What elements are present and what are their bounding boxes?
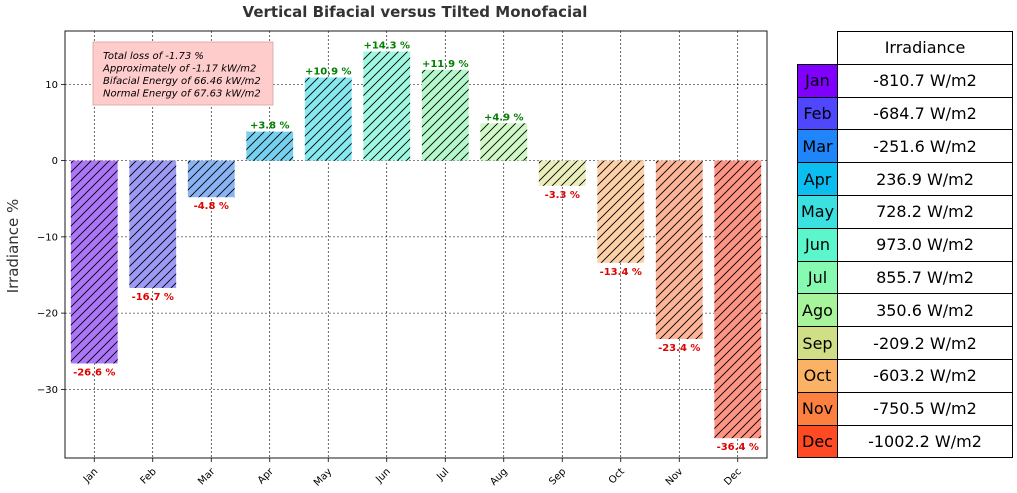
table-row: May 728.2 W/m2 (797, 194, 1013, 229)
bar-hatch-jan (70, 160, 118, 364)
info-box-background (92, 41, 274, 106)
info-box-line: Normal Energy of 67.63 kW/m2 (103, 89, 261, 100)
table-row: Feb -684.7 W/m2 (797, 96, 1013, 131)
x-tick-label: Aug (488, 466, 510, 488)
x-tick-label: Jun (373, 466, 393, 486)
table-row: Nov -750.5 W/m2 (797, 391, 1013, 426)
table-value-cell: 728.2 W/m2 (837, 194, 1013, 229)
table-month-cell: Nov (797, 391, 838, 426)
x-tick-label: Jan (81, 466, 100, 485)
info-box-line: Total loss of -1.73 % (103, 51, 204, 62)
table-month-cell: Oct (797, 358, 838, 393)
y-tick-label: −10 (37, 232, 58, 243)
plot-frame (64, 30, 768, 459)
bar-value-label: +4.9 % (484, 112, 524, 123)
bar-value-label: -16.7 % (132, 292, 174, 303)
bar-value-label: -26.6 % (73, 367, 115, 378)
table-month-cell: Sep (797, 326, 838, 360)
table-month-cell: Ago (797, 293, 838, 328)
table-value-cell: 855.7 W/m2 (837, 260, 1013, 295)
bar-chart: Vertical Bifacial versus Tilted Monofaci… (4, 3, 768, 489)
y-tick-label: 10 (45, 80, 58, 91)
x-tick-label: Jul (434, 466, 451, 483)
table-value-cell: 973.0 W/m2 (837, 227, 1013, 262)
bar-value-label: -23.4 % (658, 343, 700, 354)
info-box-line: Approximately of -1.17 kW/m2 (102, 64, 256, 75)
table-value-cell: -684.7 W/m2 (837, 96, 1013, 131)
table-row: Apr 236.9 W/m2 (797, 162, 1013, 196)
bar-value-label: -4.8 % (194, 201, 229, 212)
table-month-cell: Mar (797, 129, 838, 164)
bar-hatch-mar (187, 160, 235, 198)
x-tick-label: Feb (139, 466, 159, 486)
bar-hatch-aug (480, 123, 528, 161)
table-month-cell: Dec (797, 424, 838, 459)
table-row: Mar -251.6 W/m2 (797, 129, 1013, 164)
y-tick-label: −30 (37, 385, 58, 396)
bars (70, 51, 762, 439)
bar-hatch-sep (538, 160, 586, 186)
table-value-cell: -603.2 W/m2 (837, 358, 1013, 393)
table-row: Jun 973.0 W/m2 (797, 227, 1013, 262)
info-box: Total loss of -1.73 % Approximately of -1… (92, 41, 274, 106)
table-value-cell: -750.5 W/m2 (837, 391, 1013, 426)
bar-hatch-feb (129, 160, 177, 288)
bar-value-label: +14.3 % (363, 41, 410, 52)
table-row: Oct -603.2 W/m2 (797, 358, 1013, 393)
bar-value-label: -3.3 % (545, 190, 580, 201)
table-month-cell: Feb (797, 96, 838, 131)
bar-value-label: -13.4 % (600, 267, 642, 278)
chart-title: Vertical Bifacial versus Tilted Monofaci… (243, 3, 588, 21)
bar-hatch-jun (363, 51, 411, 161)
table-row: Jul 855.7 W/m2 (797, 260, 1013, 295)
table-month-cell: Jan (797, 63, 838, 98)
table-row: Ago 350.6 W/m2 (797, 293, 1013, 328)
x-tick-label: Apr (256, 466, 277, 487)
x-tick-label: Dec (722, 466, 743, 487)
x-tick-label: Oct (607, 466, 627, 486)
table-value-cell: 350.6 W/m2 (837, 293, 1013, 328)
table-row: Sep -209.2 W/m2 (797, 326, 1013, 360)
bar-hatch-dec (714, 160, 762, 439)
x-tick-label: May (312, 466, 334, 488)
table-month-cell: May (797, 194, 838, 229)
x-tick-label: Nov (664, 466, 686, 488)
bar-hatch-nov (655, 160, 703, 340)
table-value-cell: -1002.2 W/m2 (837, 424, 1013, 459)
info-box-line: Bifacial Energy of 66.46 kW/m2 (103, 76, 261, 87)
table-month-cell: Jul (797, 260, 838, 295)
table-header-row: Irradiance (798, 31, 1013, 65)
x-tick-label: Mar (196, 466, 218, 488)
table-row: Dec -1002.2 W/m2 (797, 424, 1013, 459)
table-header: Irradiance (837, 31, 1013, 65)
bar-hatch-oct (597, 160, 645, 263)
y-axis-label: Irradiance % (4, 199, 22, 294)
bar-value-label: +11.9 % (422, 59, 469, 70)
table-value-cell: 236.9 W/m2 (837, 162, 1013, 196)
bar-value-label: +10.9 % (305, 67, 352, 78)
table-month-cell: Jun (797, 227, 838, 262)
bar-value-label: -36.4 % (717, 442, 759, 453)
bar-hatch-may (304, 77, 352, 161)
bar-value-label: +3.8 % (250, 121, 290, 132)
table-value-cell: -810.7 W/m2 (837, 63, 1013, 98)
x-tick-label: Sep (547, 466, 568, 487)
y-tick-label: 0 (52, 156, 58, 167)
table-month-cell: Apr (797, 162, 838, 196)
irradiance-table: Irradiance Jan -810.7 W/m2 Feb -684.7 W/m2 M… (797, 31, 1013, 459)
table-value-cell: -251.6 W/m2 (837, 129, 1013, 164)
bar-hatch-apr (246, 131, 294, 161)
table-value-cell: -209.2 W/m2 (837, 326, 1013, 360)
bar-hatch-jul (421, 69, 469, 161)
y-tick-label: −20 (37, 309, 58, 320)
bar-labels: -26.6 % -16.7 % -4.8 % +3.8 % +10.9 % +14.3 %… (73, 41, 759, 454)
table-header-empty-cell (798, 32, 838, 65)
table-row: Jan -810.7 W/m2 (797, 63, 1013, 98)
